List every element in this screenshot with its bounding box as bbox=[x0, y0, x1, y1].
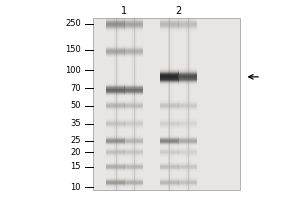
Bar bbox=[93, 18, 240, 190]
Text: 150: 150 bbox=[65, 45, 81, 54]
Text: 15: 15 bbox=[70, 162, 81, 171]
Text: 70: 70 bbox=[70, 84, 81, 93]
Text: 20: 20 bbox=[70, 148, 81, 157]
Text: 25: 25 bbox=[70, 136, 81, 145]
Text: 1: 1 bbox=[122, 6, 128, 16]
Text: 10: 10 bbox=[70, 183, 81, 192]
Text: 50: 50 bbox=[70, 101, 81, 110]
Text: 35: 35 bbox=[70, 119, 81, 128]
Text: 100: 100 bbox=[65, 66, 81, 75]
Text: 2: 2 bbox=[176, 6, 182, 16]
Text: 250: 250 bbox=[65, 19, 81, 28]
